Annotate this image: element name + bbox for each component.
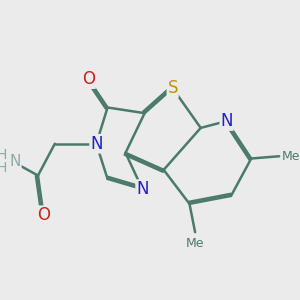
Text: N: N (136, 180, 148, 198)
Text: N: N (10, 154, 21, 169)
Text: N: N (220, 112, 233, 130)
Text: H: H (0, 148, 7, 162)
Text: O: O (37, 206, 50, 224)
Text: Me: Me (281, 150, 300, 163)
Text: O: O (82, 70, 95, 88)
Text: N: N (90, 135, 103, 153)
Text: Me: Me (186, 237, 204, 250)
Text: H: H (0, 161, 7, 176)
Text: S: S (167, 79, 178, 97)
